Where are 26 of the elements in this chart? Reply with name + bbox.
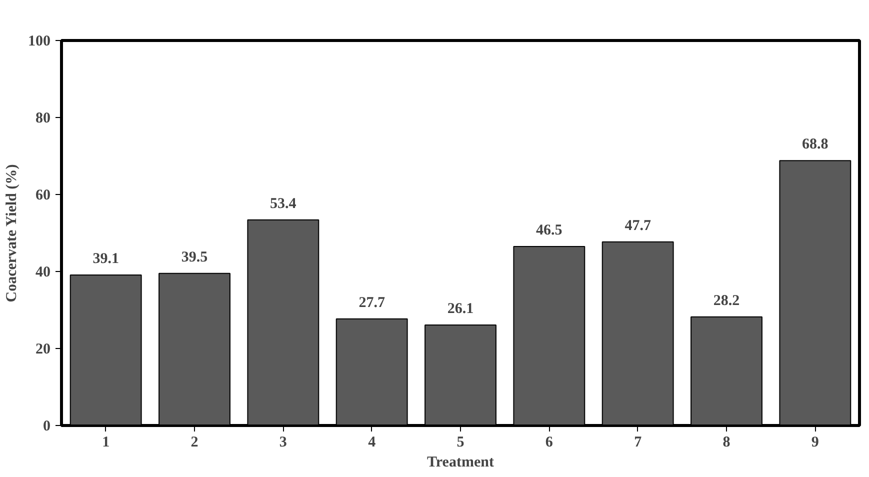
data-label: 39.1 xyxy=(92,250,119,267)
x-axis-title: Treatment xyxy=(427,454,494,470)
x-tick-label: 1 xyxy=(102,434,110,450)
y-tick-label: 0 xyxy=(43,418,50,434)
data-label: 28.2 xyxy=(713,292,740,309)
y-tick-label: 20 xyxy=(36,342,50,358)
data-label: 47.7 xyxy=(624,218,652,234)
x-tick-label: 9 xyxy=(811,434,819,450)
x-tick-label: 3 xyxy=(279,434,287,450)
y-tick-label: 100 xyxy=(28,34,50,50)
data-label: 46.5 xyxy=(536,222,562,238)
x-tick-label: 6 xyxy=(545,434,554,450)
x-tick-label: 8 xyxy=(722,434,730,450)
data-label: 68.8 xyxy=(802,136,828,153)
data-label: 39.5 xyxy=(181,249,208,266)
y-tick-label: 40 xyxy=(36,264,50,280)
x-tick-label: 2 xyxy=(190,434,198,450)
x-tick-label: 4 xyxy=(368,434,376,450)
x-tick-label: 7 xyxy=(634,434,642,450)
x-tick-label: 5 xyxy=(456,434,464,450)
y-axis-title: Coacervate Yield (%) xyxy=(4,164,20,302)
data-label: 53.4 xyxy=(270,196,297,212)
y-tick-label: 60 xyxy=(36,188,50,204)
data-label: 26.1 xyxy=(447,301,474,318)
y-tick-label: 80 xyxy=(36,110,50,126)
data-label: 27.7 xyxy=(358,294,386,311)
